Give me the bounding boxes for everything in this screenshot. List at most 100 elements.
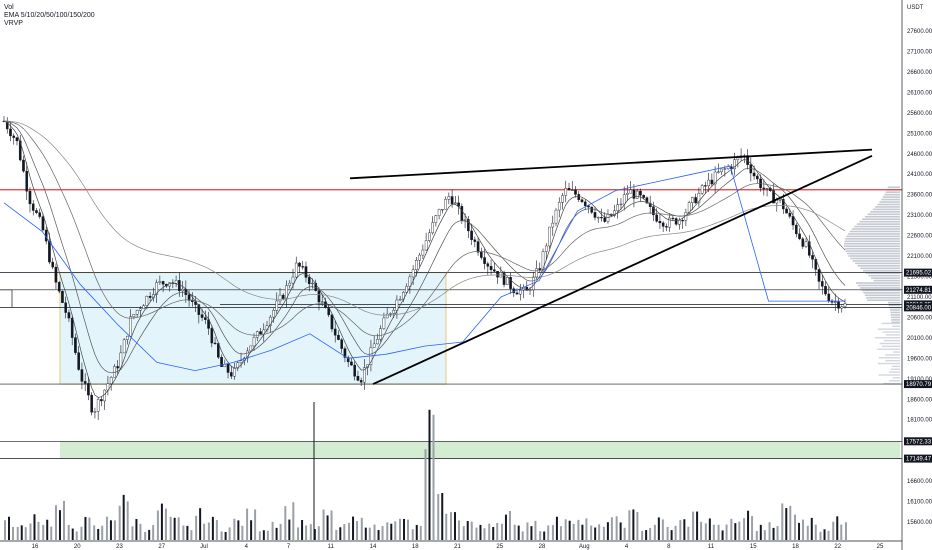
volume-bar bbox=[50, 527, 52, 540]
candle-body bbox=[837, 302, 839, 308]
volume-bar bbox=[135, 519, 137, 540]
volume-bar bbox=[573, 524, 575, 540]
volume-bar bbox=[807, 526, 809, 540]
candle-body bbox=[763, 188, 765, 189]
candle-body bbox=[805, 242, 807, 247]
volume-bar bbox=[267, 531, 269, 540]
profile-bar bbox=[845, 250, 900, 252]
volume-bar bbox=[530, 526, 532, 540]
profile-bar bbox=[846, 236, 900, 238]
candle-body bbox=[110, 377, 112, 383]
profile-bar bbox=[844, 245, 900, 247]
candle-body bbox=[626, 193, 628, 194]
volume-bar bbox=[692, 512, 694, 540]
volume-bar bbox=[641, 531, 643, 540]
volume-bar bbox=[662, 519, 664, 540]
candle-body bbox=[78, 353, 80, 370]
x-tick-label: 4 bbox=[245, 544, 249, 550]
volume-bar bbox=[620, 522, 622, 540]
volume-bar bbox=[522, 531, 524, 540]
candle-body bbox=[792, 216, 794, 225]
profile-bar bbox=[879, 374, 900, 375]
volume-bar bbox=[186, 526, 188, 540]
candle-body bbox=[305, 267, 307, 278]
volume-bar bbox=[254, 509, 256, 540]
profile-bar bbox=[850, 258, 900, 260]
candle-body bbox=[214, 343, 216, 344]
candle-body bbox=[600, 217, 602, 218]
volume-bar bbox=[518, 526, 520, 540]
candle-body bbox=[708, 180, 710, 186]
candle-body bbox=[68, 313, 70, 319]
candle-body bbox=[811, 255, 813, 259]
profile-bar bbox=[883, 196, 900, 198]
volume-bar bbox=[216, 520, 218, 540]
volume-bar bbox=[781, 503, 783, 540]
volume-bar bbox=[412, 529, 414, 540]
volume-bar bbox=[178, 517, 180, 540]
candle-body bbox=[61, 291, 63, 303]
candle-body bbox=[516, 293, 518, 294]
candle-body bbox=[334, 329, 336, 335]
candle-body bbox=[701, 185, 703, 193]
candle-body bbox=[133, 314, 135, 316]
candle-body bbox=[688, 203, 690, 213]
candle-body bbox=[302, 266, 304, 267]
x-tick-label: 22 bbox=[834, 544, 841, 550]
candle-body bbox=[117, 366, 119, 368]
profile-bar bbox=[884, 340, 900, 341]
candle-body bbox=[100, 399, 102, 401]
volume-bar bbox=[789, 506, 791, 540]
volume-bar bbox=[441, 493, 443, 540]
volume-bar bbox=[709, 518, 711, 540]
candle-body bbox=[389, 313, 391, 314]
volume-bar bbox=[246, 509, 248, 540]
y-tick-label: 16100.00 bbox=[907, 500, 932, 506]
candle-body bbox=[55, 267, 57, 282]
candle-body bbox=[16, 138, 18, 141]
volume-bar bbox=[348, 523, 350, 540]
volume-bar bbox=[288, 520, 290, 540]
volume-bar bbox=[539, 531, 541, 540]
volume-bar bbox=[305, 526, 307, 540]
profile-bar bbox=[845, 248, 900, 250]
candle-body bbox=[386, 314, 388, 318]
volume-bar bbox=[374, 525, 376, 540]
candle-body bbox=[798, 234, 800, 239]
profile-bar bbox=[891, 317, 900, 319]
profile-bar bbox=[853, 260, 900, 262]
candle-body bbox=[821, 281, 823, 286]
volume-bar bbox=[233, 519, 235, 540]
candle-body bbox=[48, 241, 50, 262]
candle-body bbox=[493, 270, 495, 271]
volume-bar bbox=[785, 508, 787, 540]
candle-body bbox=[146, 296, 148, 305]
candle-body bbox=[211, 328, 213, 343]
candle-body bbox=[630, 190, 632, 193]
profile-bar bbox=[881, 199, 900, 201]
volume-bar bbox=[157, 510, 159, 540]
profile-bar bbox=[863, 292, 900, 294]
candle-body bbox=[52, 262, 54, 267]
candle-body bbox=[633, 190, 635, 199]
candle-body bbox=[438, 209, 440, 215]
volume-bar bbox=[382, 526, 384, 540]
candle-body bbox=[594, 212, 596, 217]
volume-bar bbox=[683, 519, 685, 540]
volume-bar bbox=[42, 525, 44, 540]
volume-bar bbox=[361, 518, 363, 540]
profile-bar bbox=[875, 206, 900, 208]
volume-bar bbox=[123, 495, 125, 540]
volume-bar bbox=[616, 516, 618, 540]
volume-bar bbox=[488, 524, 490, 540]
volume-bar bbox=[174, 518, 176, 540]
y-tick-label: 24600.00 bbox=[907, 152, 932, 158]
volume-bar bbox=[323, 509, 325, 540]
candle-body bbox=[639, 191, 641, 195]
profile-bar bbox=[886, 191, 900, 193]
x-tick-label: 18 bbox=[792, 544, 799, 550]
candle-body bbox=[276, 301, 278, 310]
candle-body bbox=[445, 199, 447, 209]
candle-body bbox=[591, 207, 593, 212]
